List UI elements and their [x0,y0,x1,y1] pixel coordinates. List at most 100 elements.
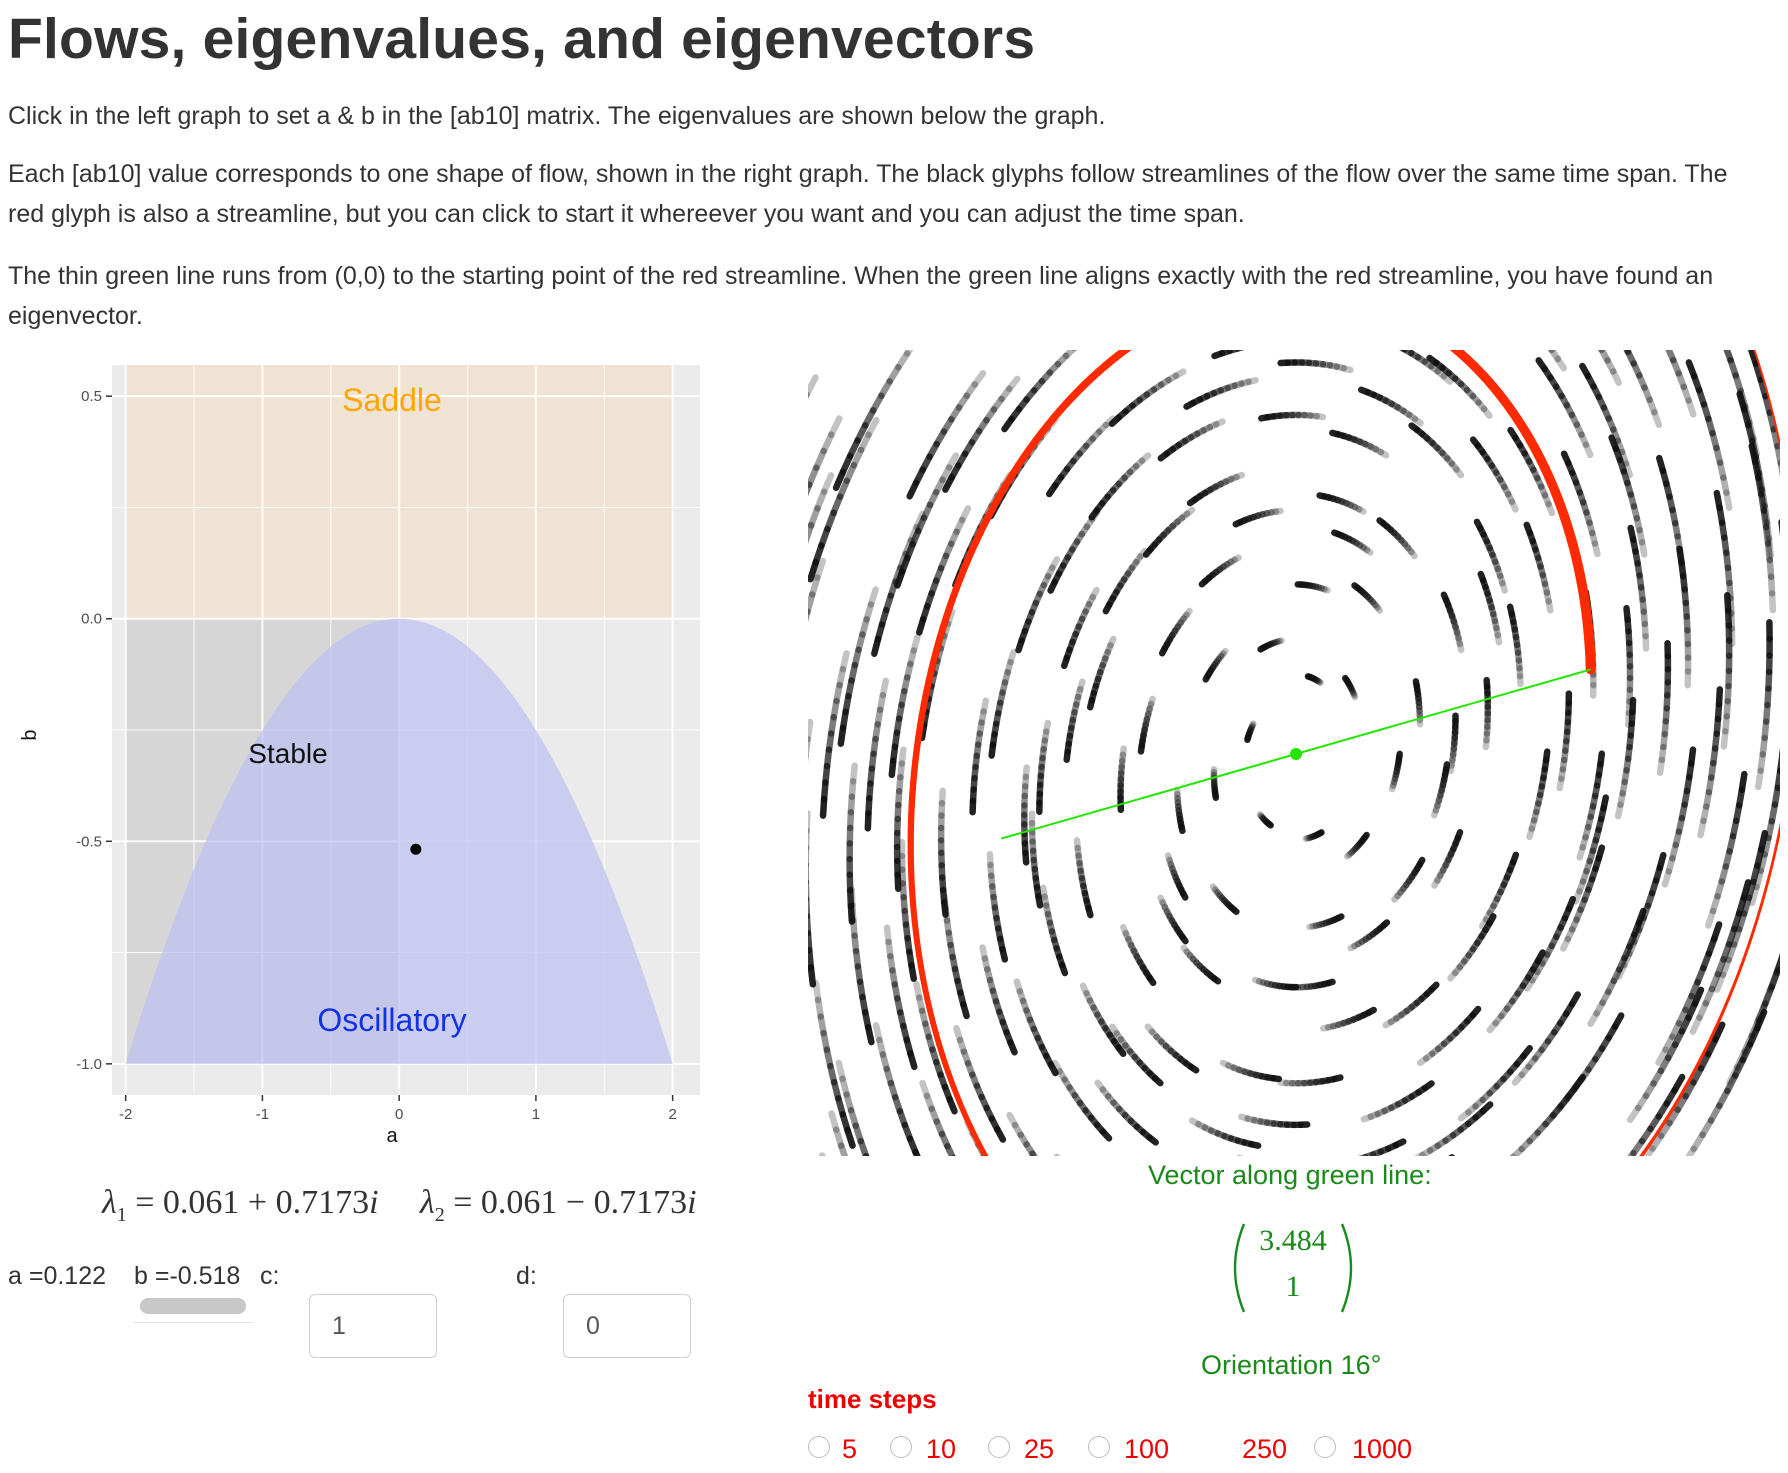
glyph-segment [1251,976,1263,985]
red-segment [1691,1060,1701,1076]
glyph-segment [1542,748,1551,764]
glyph-segment [1680,573,1689,594]
glyph-segment [1719,956,1732,979]
glyph-segment [1494,631,1503,646]
glyph-segment [1029,1150,1039,1156]
glyph-segment [1434,367,1448,380]
time-steps-radio-25[interactable] [988,1436,1010,1458]
glyph-segment [1382,1018,1395,1029]
glyph-segment [1559,935,1572,952]
glyph-segment [1548,350,1562,363]
glyph-segment [1132,457,1146,470]
glyph-segment [1733,1048,1748,1071]
glyph-segment [1363,546,1374,556]
y-tick-label: -0.5 [76,833,102,850]
y-axis-label: b [19,729,41,740]
time-steps-option-25[interactable]: 25 [1024,1434,1055,1464]
glyph-segment [1434,872,1444,884]
glyph-segment [1392,1011,1405,1022]
glyph-segment [1157,450,1170,462]
glyph-segment [1501,483,1512,498]
page-title: Flows, eigenvalues, and eigenvectors [8,7,1036,71]
glyph-segment [1564,926,1576,943]
glyph-segment [1117,1036,1129,1049]
glyph-segment [1491,617,1500,632]
glyph-segment [1138,452,1152,464]
glyph-segment [1083,989,1094,1004]
d-input[interactable] [563,1294,691,1358]
time-steps-option-10[interactable]: 10 [926,1434,957,1464]
glyph-segment [874,706,884,728]
glyph-segment [1456,640,1465,654]
b-value-label: b =-0.518 [134,1262,241,1290]
selected-ab-point [410,843,422,855]
glyph-segment [1401,350,1415,357]
slider-track[interactable] [140,1298,246,1314]
glyph-segment [1051,1059,1064,1075]
glyph-segment [1079,982,1090,997]
time-steps-option-250[interactable]: 250 [1242,1434,1288,1464]
glyph-segment [1478,916,1490,930]
glyph-segment [1319,1024,1332,1032]
glyph-segment [1158,645,1168,657]
vector-caption: Vector along green line: [1148,1160,1432,1190]
glyph-segment [1624,709,1633,729]
glyph-segment [1231,380,1245,389]
glyph-segment [1016,988,1027,1005]
glyph-segment [1758,829,1769,853]
glyph-segment [1657,1119,1673,1140]
vector-matrix: 3.484 1 [1228,1220,1358,1316]
intro-paragraph-3: The thin green line runs from (0,0) to t… [8,262,1714,330]
glyph-segment [1591,540,1601,558]
glyph-segment [908,962,918,982]
red-segment [1774,832,1780,850]
glyph-segment [1419,1147,1434,1156]
time-steps-option-1000[interactable]: 1000 [1352,1434,1413,1464]
glyph-segment [1516,665,1524,680]
glyph-segment [1623,350,1632,356]
glyph-segment [1347,942,1358,952]
glyph-segment [1763,519,1773,543]
glyph-segment [1326,362,1341,370]
glyph-segment [1665,855,1676,875]
glyph-segment [938,799,946,819]
x-tick-label: 2 [668,1106,676,1123]
glyph-segment [1618,448,1630,467]
glyph-segment [1255,978,1267,986]
glyph-segment [1146,974,1157,987]
glyph-segment [1078,523,1091,538]
time-steps-radio-10[interactable] [890,1436,912,1458]
time-steps-option-5[interactable]: 5 [842,1434,858,1464]
time-steps-radio-5[interactable] [808,1436,830,1458]
glyph-segment [919,1079,931,1100]
glyph-segment [1469,392,1482,406]
glyph-segment [808,505,821,529]
glyph-segment [1587,1010,1600,1028]
glyph-segment [1250,1116,1264,1125]
glyph-segment [1511,1071,1526,1086]
flow-plot[interactable] [808,350,1780,1156]
ab-region-plot[interactable]: Saddle Stable Oscillatory -2 -1 0 1 2 0.5 0.0… [0,345,720,1145]
glyph-segment [1690,1131,1706,1153]
glyph-segment [915,994,926,1014]
glyph-segment [903,660,914,681]
glyph-segment [1469,436,1482,450]
glyph-segment [1774,954,1780,974]
glyph-segment [1230,1064,1243,1074]
time-steps-radio-100[interactable] [1088,1436,1110,1458]
glyph-segment [1212,418,1226,428]
glyph-segment [1330,1021,1342,1030]
glyph-segment [1019,997,1030,1014]
glyph-segment [865,416,880,439]
glyph-segment [1595,844,1606,862]
glyph-segment [1676,545,1685,566]
glyph-segment [1316,829,1325,837]
glyph-segment [1413,1151,1426,1156]
c-input[interactable] [309,1294,437,1358]
time-steps-radio-1000[interactable] [1314,1436,1336,1458]
glyph-segment [971,370,987,388]
glyph-segment [1049,556,1061,572]
x-tick-label: 1 [532,1106,540,1123]
time-steps-option-100[interactable]: 100 [1124,1434,1170,1464]
glyph-segment [1442,761,1451,773]
